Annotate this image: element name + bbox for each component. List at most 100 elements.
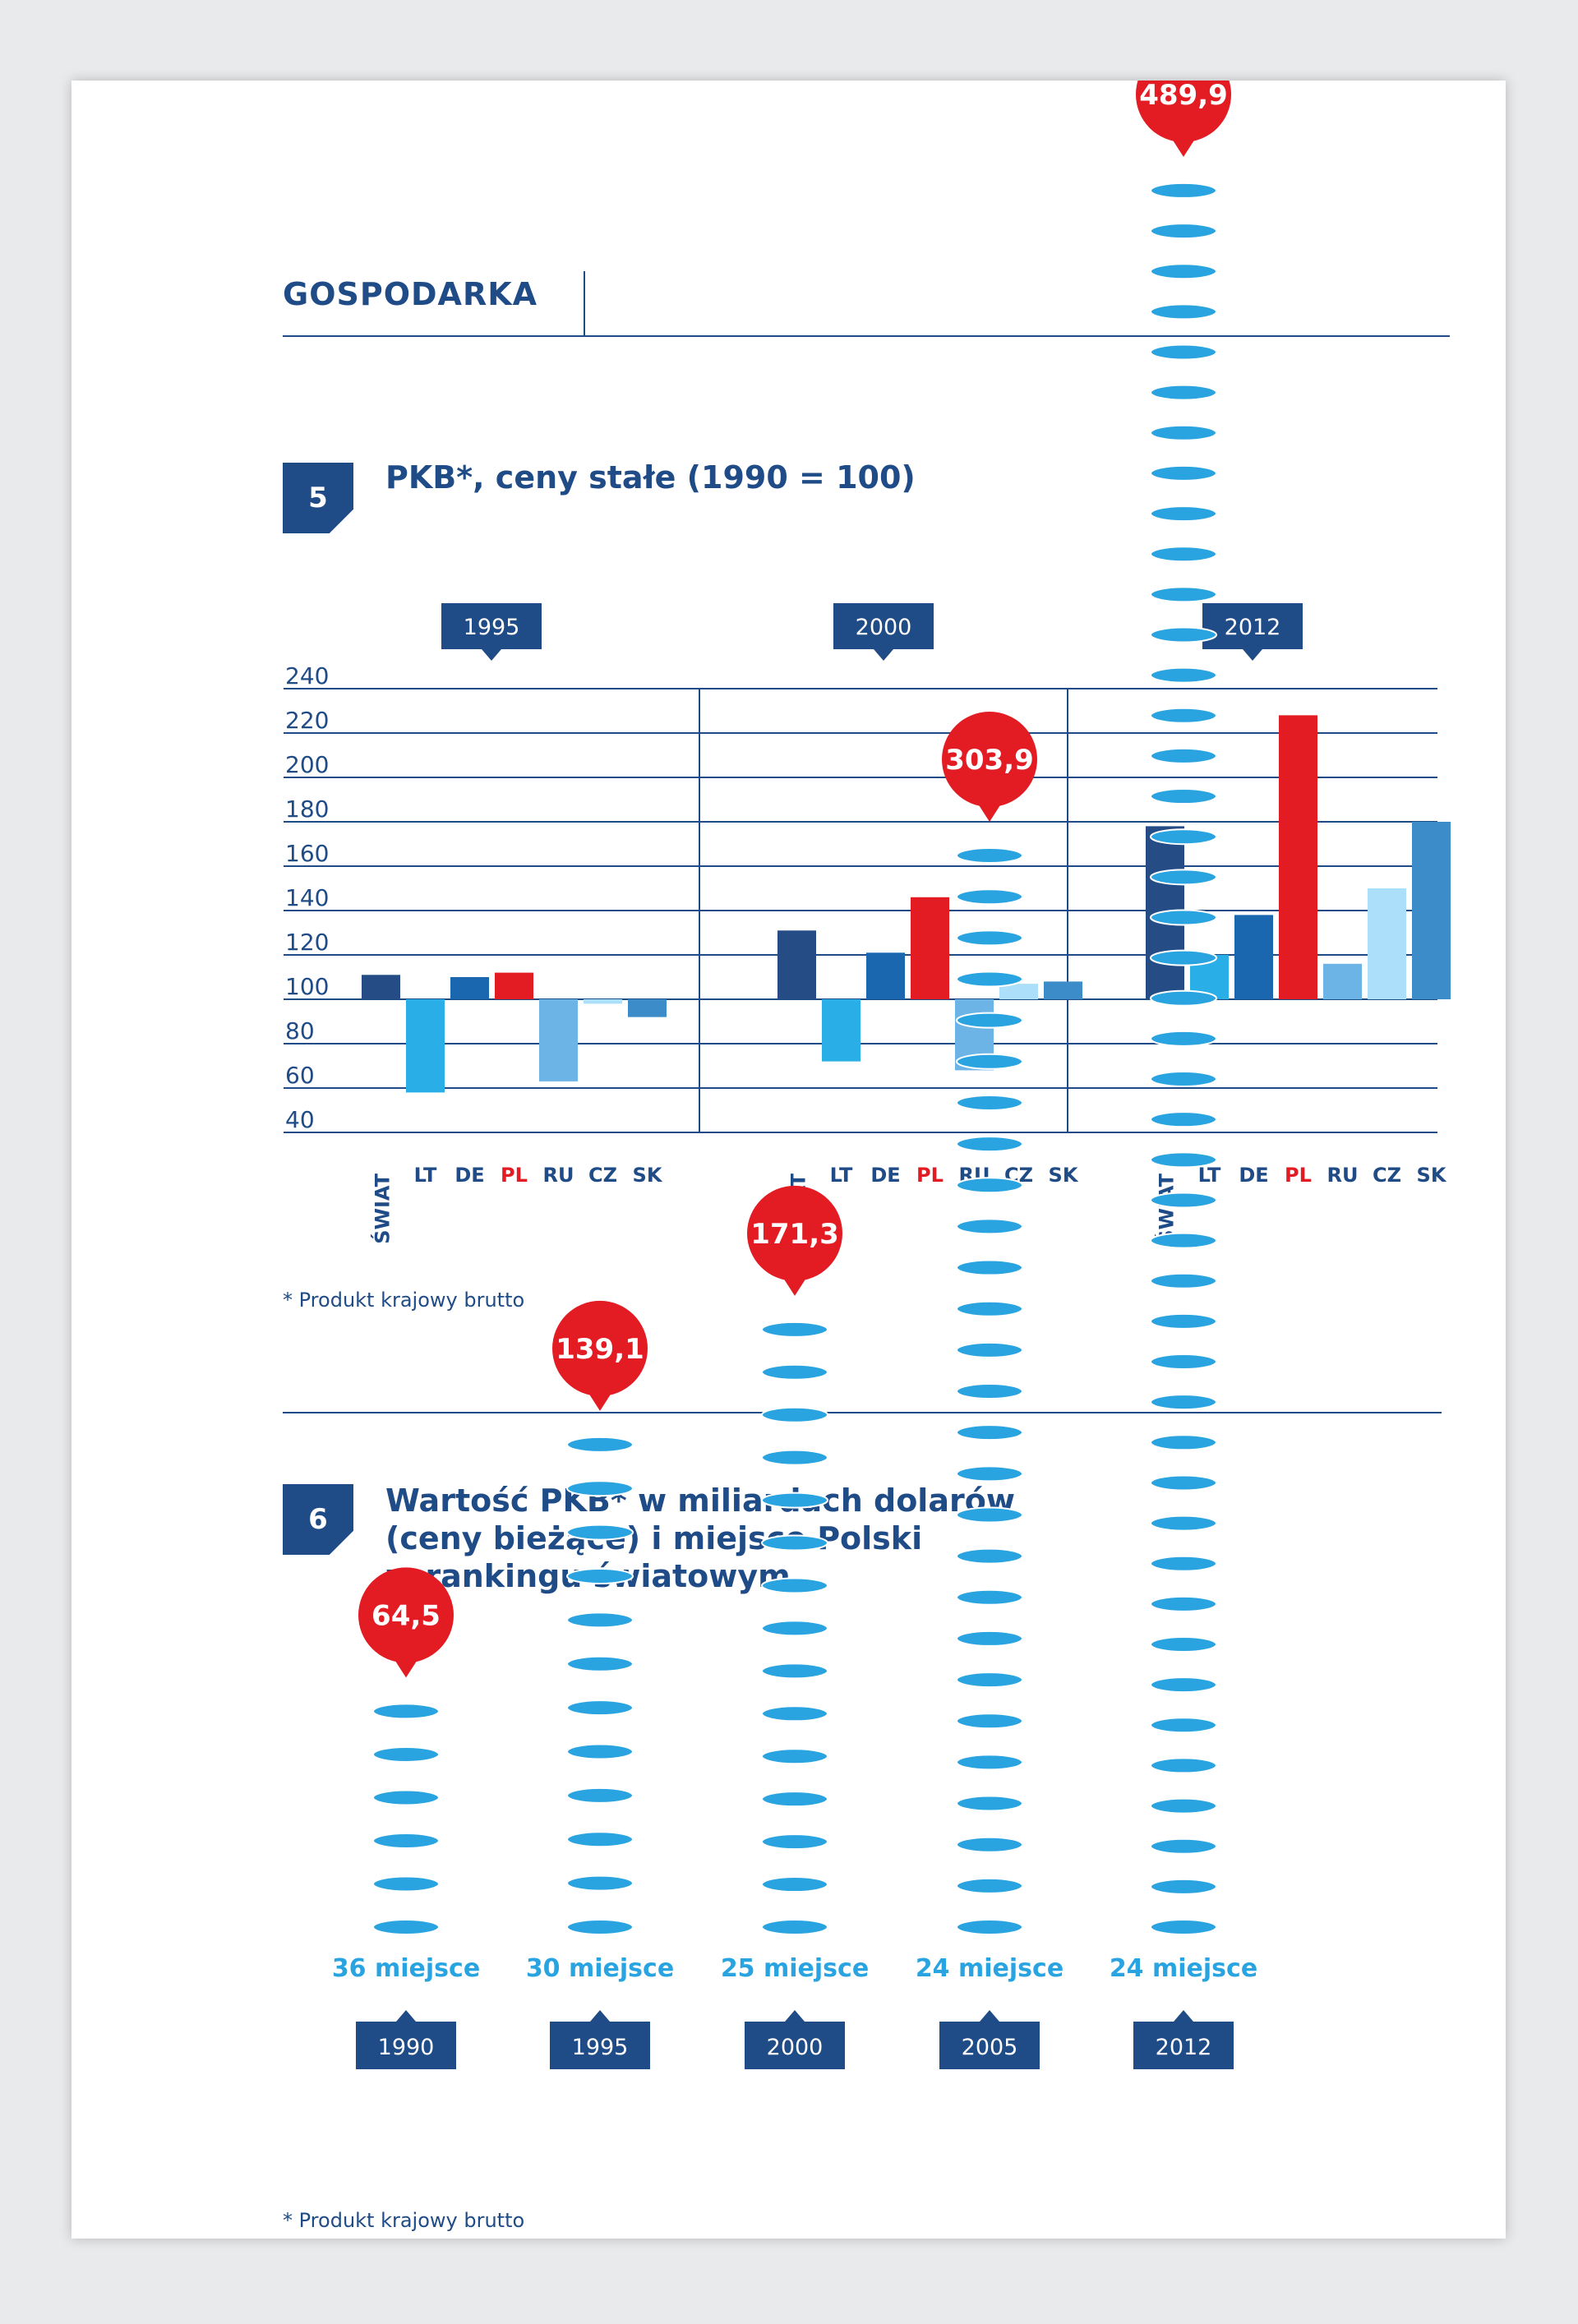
header-divider (584, 271, 585, 337)
coin (372, 1745, 440, 1763)
x-tick-label: PL (1285, 1164, 1312, 1187)
year-callout-label: 1995 (464, 615, 520, 640)
coin (956, 1836, 1023, 1853)
coin (761, 1406, 828, 1423)
figure-title-line: Wartość PKB* w miliardach dolarów (385, 1482, 1015, 1519)
coin (372, 1789, 440, 1806)
coin (956, 1341, 1023, 1358)
coin (1150, 384, 1217, 401)
section-title: GOSPODARKA (283, 276, 538, 312)
x-tick-label: SK (633, 1164, 663, 1187)
coin (1150, 1636, 1217, 1653)
coin (1150, 1312, 1217, 1330)
bar-swiat (362, 975, 400, 999)
figure-title: Wartość PKB* w miliardach dolarów (ceny … (385, 1482, 1015, 1595)
bar-de (450, 977, 489, 999)
coin (1150, 1717, 1217, 1734)
coin (566, 1568, 634, 1585)
y-tick-label: 40 (285, 1106, 315, 1133)
coin (1150, 1111, 1217, 1128)
bar-pl (911, 897, 949, 999)
coin (761, 1577, 828, 1594)
x-tick-label: DE (1239, 1164, 1268, 1187)
rank-label: 36 miejsce (332, 1954, 480, 1983)
coin-stack (761, 1321, 828, 1935)
x-tick-label: DE (870, 1164, 900, 1187)
gdp-current-prices-chart: 64,5 36 miejsce 1990 139,1 30 miejsce 1995 171… (332, 81, 1257, 2069)
y-tick-label: 220 (285, 707, 329, 734)
coin (1150, 586, 1217, 603)
page: GOSPODARKA 5 PKB*, ceny stałe (1990 = 10… (72, 81, 1506, 2239)
coin (1150, 828, 1217, 846)
coin (1150, 1555, 1217, 1572)
y-tick-label: 200 (285, 751, 329, 778)
coin (566, 1831, 634, 1848)
bar-cz (999, 984, 1038, 999)
bar-sk (628, 999, 667, 1017)
x-tick-label: RU (543, 1164, 574, 1187)
coin (566, 1787, 634, 1804)
coin (956, 1012, 1023, 1029)
coin (1150, 344, 1217, 361)
coin (956, 1094, 1023, 1111)
value-bubble (942, 712, 1037, 808)
coin (956, 1300, 1023, 1317)
coin (1150, 424, 1217, 441)
rank-label: 24 miejsce (916, 1954, 1064, 1983)
coin (956, 1589, 1023, 1606)
coin (956, 888, 1023, 906)
header-rule (283, 335, 1450, 337)
coin (372, 1875, 440, 1893)
x-tick-label: DE (454, 1164, 484, 1187)
x-tick-label: LT (1198, 1164, 1221, 1187)
bar-ru (539, 999, 578, 1081)
coin (761, 1705, 828, 1722)
y-tick-label: 180 (285, 795, 329, 823)
coin (956, 1630, 1023, 1647)
figure-title: PKB*, ceny stałe (1990 = 100) (385, 459, 916, 496)
x-tick-label: ŚWIAT (370, 1173, 394, 1243)
coin (956, 929, 1023, 947)
coin (956, 1713, 1023, 1730)
x-tick-label: CZ (1373, 1164, 1401, 1187)
bar-pl (495, 972, 533, 999)
coin-stack (566, 1436, 634, 1935)
coin (1150, 747, 1217, 764)
y-tick-label: 240 (285, 662, 329, 689)
coin (372, 1832, 440, 1849)
coin (761, 1363, 828, 1381)
x-tick-label: LT (414, 1164, 437, 1187)
coin (1150, 1838, 1217, 1855)
coin (1150, 263, 1217, 280)
value-label: 171,3 (750, 1218, 839, 1251)
y-tick-label: 160 (285, 840, 329, 867)
coin (1150, 505, 1217, 523)
value-bubble (552, 1300, 648, 1396)
coin (1150, 788, 1217, 805)
coin (1150, 1676, 1217, 1694)
year-callout (441, 603, 542, 661)
x-tick-label: RU (1327, 1164, 1359, 1187)
coin (1150, 1394, 1217, 1411)
coin (1150, 1595, 1217, 1612)
year-label: 2000 (767, 2035, 824, 2060)
x-tick-label: LT (830, 1164, 853, 1187)
year-callout-label: 2012 (1225, 615, 1281, 640)
coin (566, 1612, 634, 1629)
value-label: 489,9 (1139, 81, 1228, 112)
footnote: * Produkt krajowy brutto (283, 2209, 525, 2232)
coin (1150, 1353, 1217, 1371)
coin (1150, 869, 1217, 886)
coin (1150, 1272, 1217, 1289)
value-bubble (1136, 81, 1231, 142)
y-tick-label: 140 (285, 884, 329, 911)
coin (1150, 182, 1217, 199)
year-badge (550, 2010, 650, 2069)
gdp-constant-prices-chart: 240 220 200 180 160 140 120 100 80 60 40 1995 ŚWIAT L… (284, 603, 1451, 1244)
coin (1150, 989, 1217, 1007)
year-badge (356, 2010, 456, 2069)
year-badge (1133, 2010, 1234, 2069)
coin (956, 1672, 1023, 1689)
coin (761, 1492, 828, 1509)
coin (1150, 949, 1217, 966)
